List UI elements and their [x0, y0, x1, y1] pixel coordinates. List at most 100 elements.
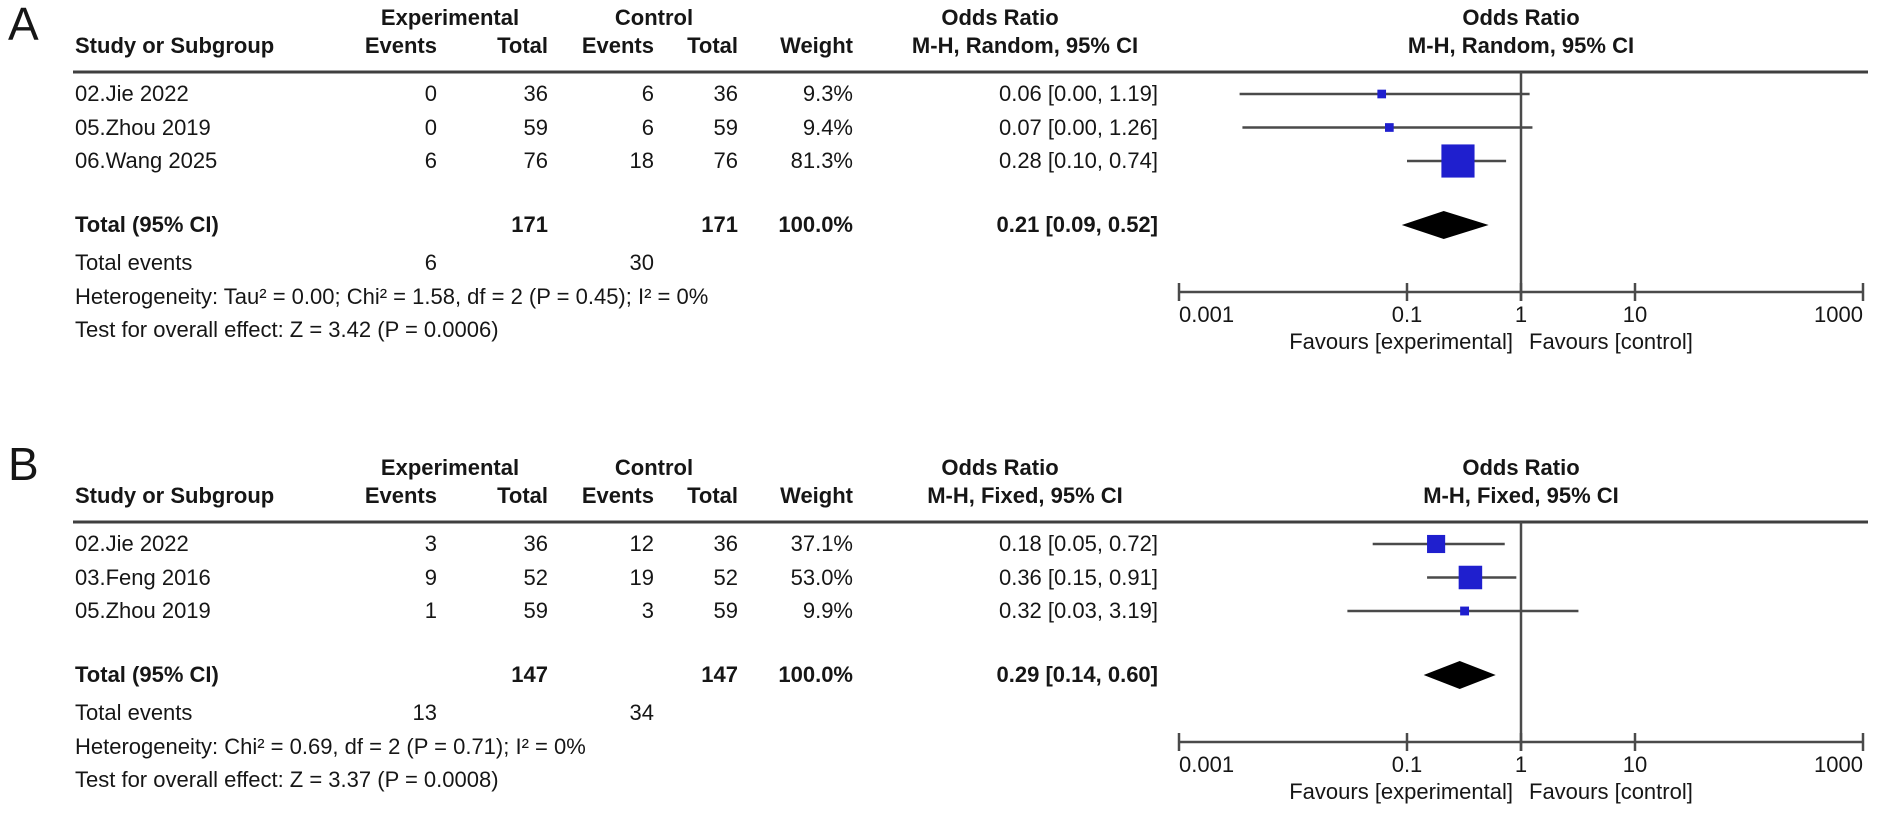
axis-tick-label: 0.001: [1179, 752, 1235, 777]
study-name: 02.Jie 2022: [75, 81, 189, 106]
col-header-ctl-events: Events: [581, 483, 654, 508]
study-ctl-events: 12: [629, 531, 654, 556]
total-events-control: 30: [629, 250, 654, 275]
axis-tick-label: 0.1: [1391, 302, 1423, 327]
study-or-ci: 0.06 [0.00, 1.19]: [998, 81, 1158, 106]
study-weight: 53.0%: [790, 564, 853, 590]
total-label: Total (95% CI): [75, 212, 219, 237]
favours-left-label: Favours [experimental]: [1289, 329, 1513, 354]
study-or-ci: 0.36 [0.15, 0.91]: [998, 564, 1158, 590]
total-events-label: Total events: [75, 700, 193, 725]
study-exp-events: 6: [424, 148, 437, 173]
total-exp-total: 147: [511, 662, 548, 687]
effect-square: [1460, 606, 1470, 616]
panel-label: A: [8, 0, 39, 50]
stat-col-title: Odds Ratio: [941, 5, 1059, 30]
total-label: Total (95% CI): [75, 662, 219, 687]
study-exp-total: 59: [523, 114, 548, 140]
group-header-control: Control: [614, 5, 694, 30]
favours-left-label: Favours [experimental]: [1289, 779, 1513, 804]
study-ctl-events: 18: [629, 148, 654, 173]
group-header-control: Control: [614, 455, 694, 480]
group-header-experimental: Experimental: [380, 5, 520, 30]
study-ctl-events: 3: [641, 598, 654, 623]
study-or-ci: 0.32 [0.03, 3.19]: [998, 598, 1158, 623]
favours-right-label: Favours [control]: [1529, 779, 1693, 804]
study-ctl-events: 6: [641, 81, 654, 106]
col-header-weight: Weight: [780, 483, 853, 508]
summary-diamond: [1423, 661, 1496, 689]
effect-square: [1458, 565, 1483, 590]
study-ctl-events: 6: [641, 114, 654, 140]
total-events-label: Total events: [75, 250, 193, 275]
study-ctl-total: 59: [713, 598, 738, 623]
overall-effect-text: Test for overall effect: Z = 3.42 (P = 0…: [75, 317, 499, 342]
plot-col-title: Odds Ratio: [1462, 455, 1580, 480]
group-header-experimental: Experimental: [380, 455, 520, 480]
study-ctl-events: 19: [629, 564, 654, 590]
panel-label: B: [8, 438, 39, 490]
study-ctl-total: 52: [713, 564, 738, 590]
axis-tick-label: 0.001: [1179, 302, 1235, 327]
study-weight: 37.1%: [790, 531, 853, 556]
col-header-weight: Weight: [780, 33, 853, 58]
summary-diamond: [1401, 211, 1489, 239]
col-header-ctl-total: Total: [687, 483, 738, 508]
overall-effect-text: Test for overall effect: Z = 3.37 (P = 0…: [75, 767, 499, 792]
study-name: 03.Feng 2016: [75, 564, 211, 590]
study-weight: 9.3%: [802, 81, 853, 106]
col-header-study: Study or Subgroup: [75, 483, 275, 508]
axis-tick-label: 10: [1622, 752, 1648, 777]
study-or-ci: 0.28 [0.10, 0.74]: [998, 148, 1158, 173]
col-header-exp-events: Events: [364, 33, 437, 58]
total-ctl-total: 147: [701, 662, 738, 687]
study-or-ci: 0.07 [0.00, 1.26]: [998, 114, 1158, 140]
study-name: 02.Jie 2022: [75, 531, 189, 556]
plot-col-subtitle: M-H, Fixed, 95% CI: [1423, 483, 1619, 508]
study-exp-events: 0: [424, 81, 437, 106]
study-name: 05.Zhou 2019: [75, 114, 211, 140]
axis-tick-label: 1000: [1814, 302, 1863, 327]
study-weight: 81.3%: [790, 148, 853, 173]
total-or-ci: 0.29 [0.14, 0.60]: [996, 662, 1158, 687]
stat-col-subtitle: M-H, Fixed, 95% CI: [927, 483, 1123, 508]
study-weight: 9.4%: [802, 114, 853, 140]
col-header-ctl-events: Events: [581, 33, 654, 58]
favours-right-label: Favours [control]: [1529, 329, 1693, 354]
effect-square: [1427, 534, 1446, 554]
total-events-control: 34: [629, 700, 654, 725]
axis-tick-label: 1: [1514, 302, 1528, 327]
col-header-ctl-total: Total: [687, 33, 738, 58]
heterogeneity-text: Heterogeneity: Tau² = 0.00; Chi² = 1.58,…: [75, 284, 709, 309]
total-weight: 100.0%: [778, 212, 853, 237]
study-ctl-total: 59: [713, 114, 738, 140]
stat-col-subtitle: M-H, Random, 95% CI: [911, 33, 1139, 58]
study-or-ci: 0.18 [0.05, 0.72]: [998, 531, 1158, 556]
effect-square: [1441, 144, 1475, 178]
col-header-study: Study or Subgroup: [75, 33, 275, 58]
total-exp-total: 171: [511, 212, 548, 237]
col-header-exp-total: Total: [497, 33, 548, 58]
axis-tick-label: 10: [1622, 302, 1648, 327]
total-weight: 100.0%: [778, 662, 853, 687]
axis-tick-label: 1: [1514, 752, 1528, 777]
plot-col-subtitle: M-H, Random, 95% CI: [1407, 33, 1635, 58]
study-weight: 9.9%: [802, 598, 853, 623]
study-name: 06.Wang 2025: [75, 148, 218, 173]
total-events-experimental: 6: [424, 250, 437, 275]
plot-col-title: Odds Ratio: [1462, 5, 1580, 30]
heterogeneity-text: Heterogeneity: Chi² = 0.69, df = 2 (P = …: [75, 734, 586, 759]
stat-col-title: Odds Ratio: [941, 455, 1059, 480]
study-exp-total: 59: [523, 598, 548, 623]
study-name: 05.Zhou 2019: [75, 598, 211, 623]
total-or-ci: 0.21 [0.09, 0.52]: [996, 212, 1158, 237]
effect-square: [1377, 89, 1387, 99]
study-ctl-total: 36: [713, 81, 738, 106]
axis-tick-label: 0.1: [1391, 752, 1423, 777]
study-exp-events: 9: [424, 564, 437, 590]
col-header-exp-total: Total: [497, 483, 548, 508]
axis-tick-label: 1000: [1814, 752, 1863, 777]
study-exp-events: 1: [424, 598, 437, 623]
